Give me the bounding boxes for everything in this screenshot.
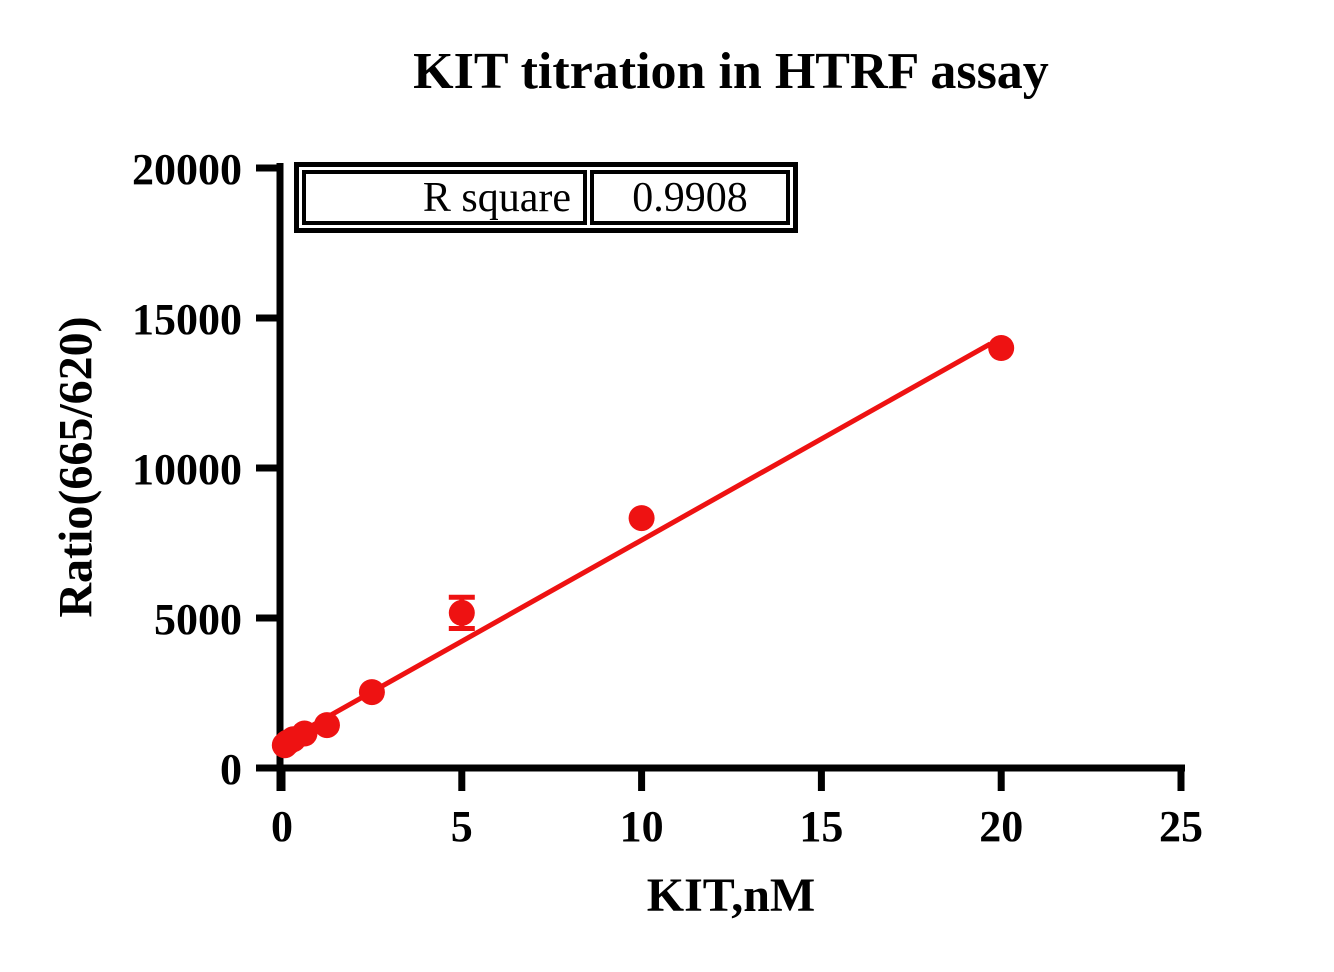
y-tick-label: 5000 (154, 595, 242, 644)
x-tick-label: 10 (620, 802, 664, 851)
x-tick-label: 5 (451, 802, 473, 851)
data-point (313, 712, 340, 739)
r-square-label-cell: R square (302, 170, 587, 225)
r-square-value-cell: 0.9908 (590, 170, 790, 225)
x-tick-label: 25 (1159, 802, 1203, 851)
data-point (291, 720, 318, 747)
r-square-table: R square 0.9908 (294, 162, 798, 233)
x-tick-label: 20 (979, 802, 1023, 851)
x-tick-label: 0 (271, 802, 293, 851)
data-point (988, 335, 1015, 361)
data-point (448, 599, 475, 626)
trend-line (280, 341, 992, 745)
y-tick-label: 20000 (132, 145, 242, 194)
chart-title: KIT titration in HTRF assay (413, 43, 1049, 100)
y-tick-label: 15000 (132, 295, 242, 344)
x-axis-label: KIT,nM (646, 869, 816, 922)
data-point (628, 505, 655, 532)
x-tick-label: 15 (799, 802, 843, 851)
y-tick-label: 10000 (132, 445, 242, 494)
y-tick-label: 0 (220, 745, 242, 794)
data-point (358, 679, 385, 706)
